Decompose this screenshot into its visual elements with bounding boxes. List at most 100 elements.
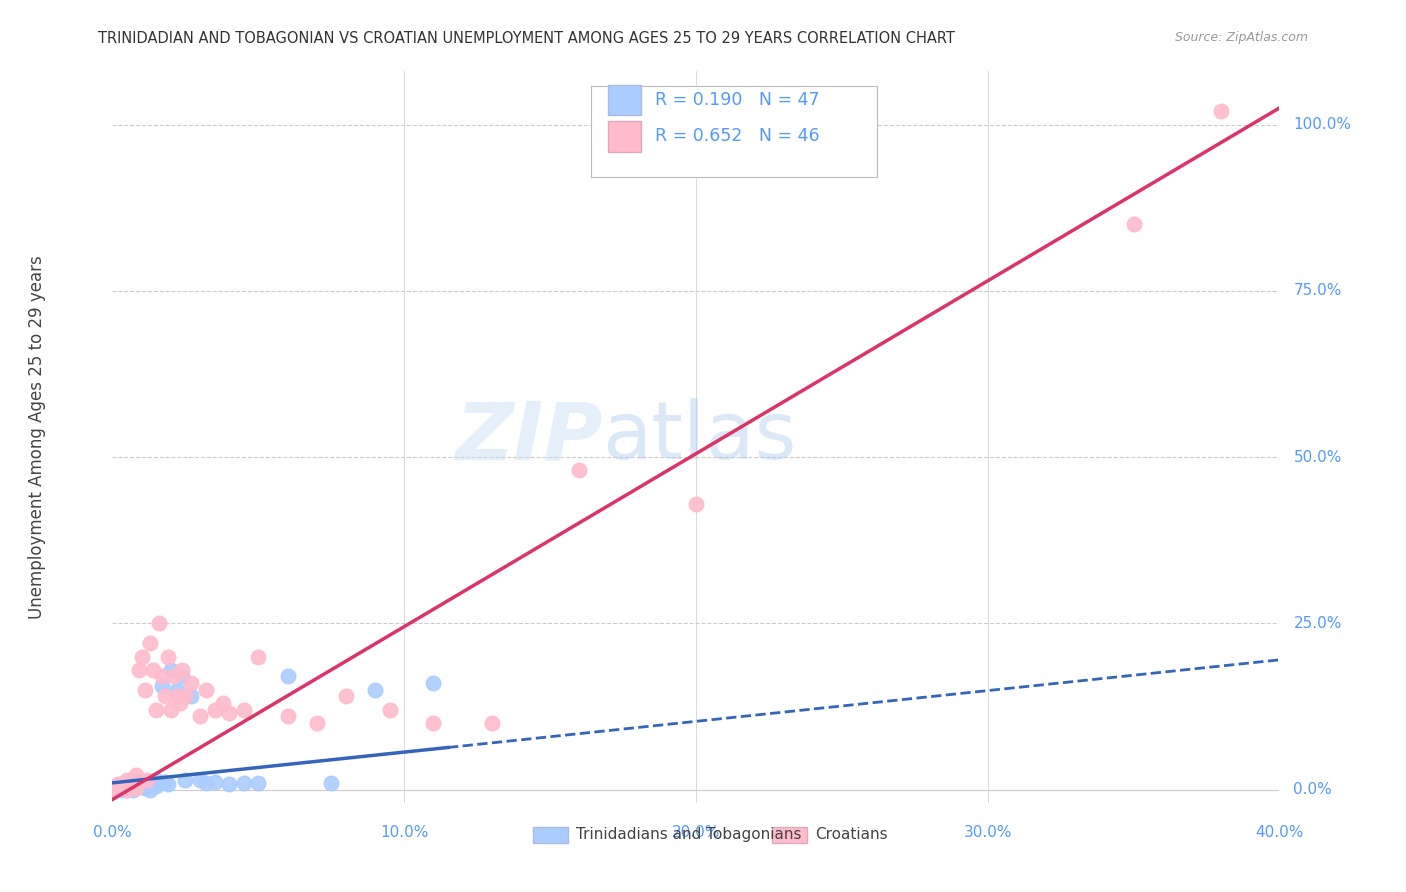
Point [139, 636, 162, 650]
Text: ZIP: ZIP [456, 398, 603, 476]
Point [136, 774, 159, 789]
Point [145, 703, 167, 717]
Point [153, 690, 176, 704]
Point [481, 716, 503, 731]
Point [180, 690, 202, 704]
Point [128, 663, 150, 677]
Text: 30.0%: 30.0% [963, 825, 1012, 839]
Text: Trinidadians and Tobagonians: Trinidadians and Tobagonians [576, 828, 801, 842]
FancyBboxPatch shape [533, 827, 568, 843]
Point [142, 663, 165, 677]
Point [378, 703, 401, 717]
Point [139, 776, 162, 790]
Text: 25.0%: 25.0% [1294, 615, 1341, 631]
Point [131, 649, 153, 664]
Point [188, 709, 211, 723]
Point [163, 669, 186, 683]
Point [104, 780, 127, 795]
Text: 75.0%: 75.0% [1294, 284, 1341, 298]
Point [276, 709, 298, 723]
Point [1122, 217, 1144, 231]
Text: atlas: atlas [603, 398, 797, 476]
Point [204, 774, 226, 789]
Point [107, 777, 129, 791]
Text: 0.0%: 0.0% [1294, 782, 1333, 797]
Point [136, 777, 159, 791]
Text: R = 0.652   N = 46: R = 0.652 N = 46 [655, 128, 820, 145]
Point [128, 779, 150, 793]
Point [134, 780, 156, 795]
Point [364, 682, 387, 697]
Point [122, 776, 145, 790]
Point [131, 774, 153, 789]
Point [335, 690, 357, 704]
Point [125, 780, 148, 795]
Point [148, 616, 170, 631]
Point [134, 682, 156, 697]
Point [104, 779, 127, 793]
Point [125, 777, 148, 791]
Point [568, 463, 591, 477]
Point [218, 777, 240, 791]
Point [247, 776, 270, 790]
Point [118, 774, 141, 789]
Point [1209, 104, 1232, 119]
Point [112, 780, 135, 795]
Point [156, 649, 179, 664]
Point [194, 776, 217, 790]
Point [122, 782, 145, 797]
Point [115, 782, 138, 797]
Point [204, 703, 226, 717]
FancyBboxPatch shape [772, 827, 807, 843]
Point [685, 497, 707, 511]
Point [131, 779, 153, 793]
Point [153, 774, 176, 789]
Point [115, 782, 138, 797]
Point [166, 682, 188, 697]
Text: 0.0%: 0.0% [93, 825, 132, 839]
Point [172, 663, 194, 677]
Point [172, 669, 194, 683]
Point [101, 782, 124, 797]
Point [110, 779, 132, 793]
Point [166, 690, 188, 704]
Text: 10.0%: 10.0% [380, 825, 429, 839]
Point [110, 777, 132, 791]
Point [122, 776, 145, 790]
Text: TRINIDADIAN AND TOBAGONIAN VS CROATIAN UNEMPLOYMENT AMONG AGES 25 TO 29 YEARS CO: TRINIDADIAN AND TOBAGONIAN VS CROATIAN U… [98, 31, 955, 46]
Point [218, 706, 240, 720]
Point [160, 703, 183, 717]
FancyBboxPatch shape [609, 85, 641, 115]
Point [188, 772, 211, 787]
Point [212, 696, 235, 710]
Point [180, 676, 202, 690]
Point [107, 780, 129, 795]
Point [145, 779, 167, 793]
Point [174, 772, 197, 787]
Point [160, 663, 183, 677]
Point [169, 696, 191, 710]
Text: Unemployment Among Ages 25 to 29 years: Unemployment Among Ages 25 to 29 years [28, 255, 45, 619]
Point [115, 777, 138, 791]
Text: 20.0%: 20.0% [672, 825, 720, 839]
Point [145, 772, 167, 787]
Text: Source: ZipAtlas.com: Source: ZipAtlas.com [1174, 31, 1308, 45]
Point [321, 776, 343, 790]
Point [156, 777, 179, 791]
Point [112, 776, 135, 790]
Point [422, 676, 444, 690]
Text: Croatians: Croatians [815, 828, 887, 842]
Point [305, 716, 328, 731]
Point [115, 772, 138, 787]
Text: 40.0%: 40.0% [1256, 825, 1303, 839]
FancyBboxPatch shape [609, 121, 641, 152]
Point [422, 716, 444, 731]
Point [101, 782, 124, 797]
Point [148, 776, 170, 790]
Point [136, 772, 159, 787]
Point [142, 777, 165, 791]
Point [247, 649, 270, 664]
Text: 50.0%: 50.0% [1294, 450, 1341, 465]
Point [112, 776, 135, 790]
Point [118, 777, 141, 791]
